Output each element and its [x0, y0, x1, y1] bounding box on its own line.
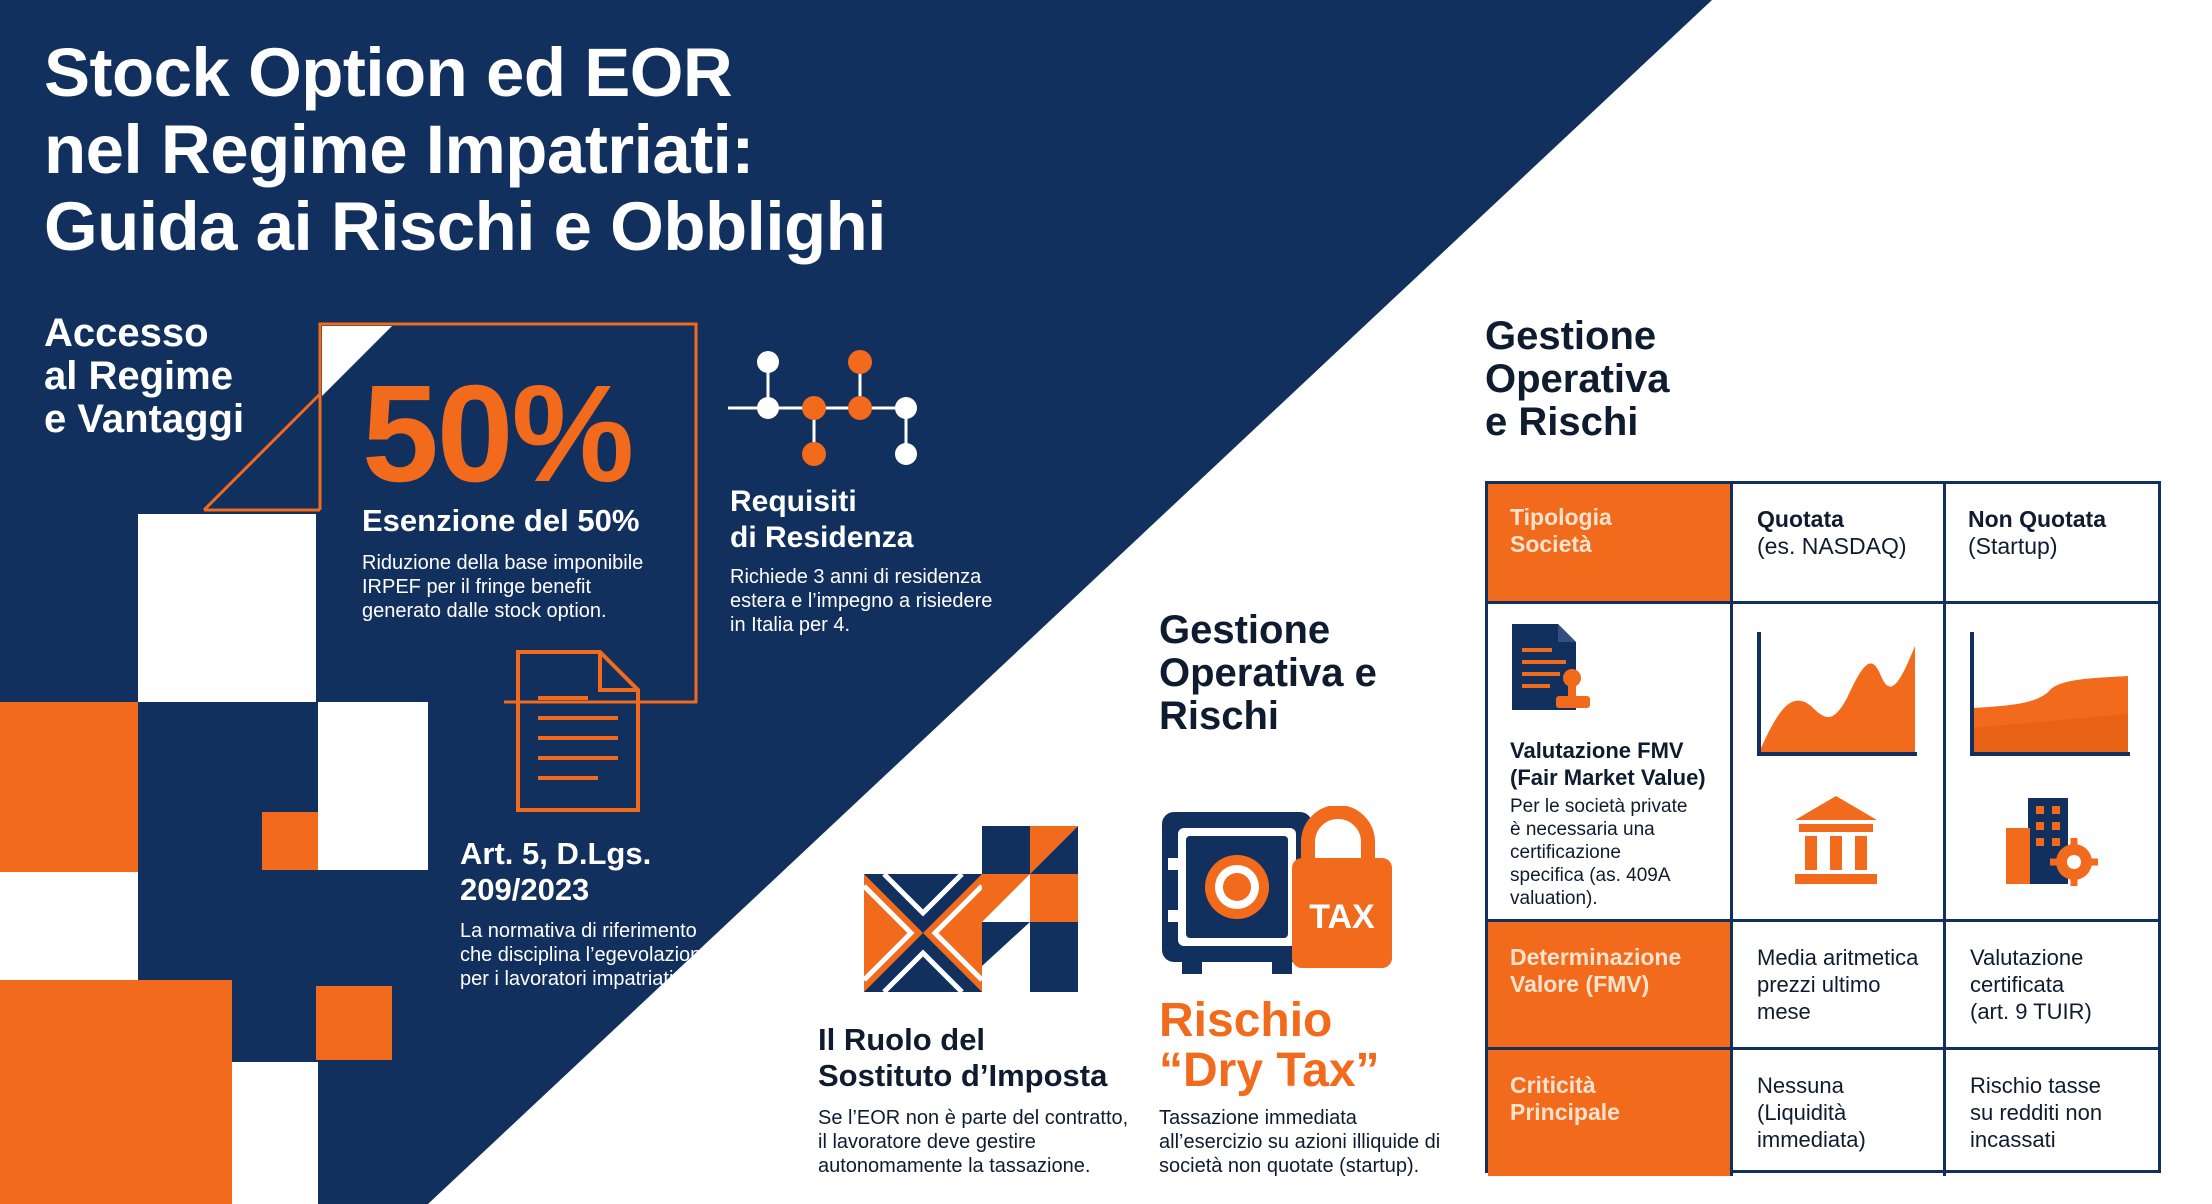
table-header-quoted: Quotata (es. NASDAQ) [1733, 484, 1946, 604]
substitute-title: Il Ruolo del Sostituto d’Imposta [818, 1022, 1108, 1093]
row-risk-header: Criticità Principale [1488, 1050, 1733, 1176]
section-heading-access: Accesso al Regime e Vantaggi [44, 311, 245, 441]
white-block [138, 514, 316, 702]
row-fmv-unquoted: Valutazione certificata (art. 9 TUIR) [1946, 922, 2158, 1050]
table-header-unquoted: Non Quotata (Startup) [1946, 484, 2158, 604]
row-fmv-header: Determinazione Valore (FMV) [1488, 922, 1733, 1050]
row-fmv-unquoted-text: Valutazione certificata (art. 9 TUIR) [1970, 945, 2092, 1024]
exemption-title: Esenzione del 50% [362, 503, 640, 538]
dry-tax-text: Tassazione immediata all’esercizio su az… [1159, 1107, 1441, 1177]
document-icon [516, 650, 640, 812]
exemption-text: Riduzione della base imponibile IRPEF pe… [362, 552, 644, 622]
law-title: Art. 5, D.Lgs. 209/2023 [460, 836, 652, 907]
fmv-title: Valutazione FMV (Fair Market Value) [1510, 738, 1706, 790]
residence-title: Requisiti di Residenza [730, 485, 914, 554]
row-fmv-quoted-text: Media aritmetica prezzi ultimo mese [1757, 945, 1919, 1024]
fmv-info-cell: Valutazione FMV (Fair Market Value) Per … [1488, 604, 1733, 922]
row-fmv-label: Determinazione Valore (FMV) [1510, 944, 1682, 997]
table-corner-label: Tipologia Società [1510, 504, 1612, 557]
row-fmv-quoted: Media aritmetica prezzi ultimo mese [1733, 922, 1946, 1050]
white-block [0, 872, 138, 980]
fmv-text: Per le società private è necessaria una … [1510, 796, 1688, 909]
table-corner-cell: Tipologia Società [1488, 484, 1733, 604]
dry-tax-title: Rischio “Dry Tax” [1159, 994, 1380, 1097]
col-unquoted-sub: (Startup) [1968, 533, 2058, 559]
white-block [318, 702, 428, 870]
startup-building-gear-icon [2006, 798, 2098, 886]
section-heading-risks: Gestione Operativa e Rischi [1485, 314, 1670, 444]
unquoted-visual-cell [1946, 604, 2158, 922]
orange-block [0, 980, 232, 1204]
white-corner [322, 326, 392, 396]
row-risk-quoted-text: Nessuna (Liquidità immediata) [1757, 1073, 1866, 1152]
exemption-percentage: 50% [362, 357, 634, 511]
row-risk-quoted: Nessuna (Liquidità immediata) [1733, 1050, 1946, 1176]
row-risk-label: Criticità Principale [1510, 1072, 1620, 1125]
certified-document-icon [1512, 624, 1590, 710]
page-title: Stock Option ed EOR nel Regime Impatriat… [44, 34, 886, 265]
quoted-visual-cell [1733, 604, 1946, 922]
orange-block [0, 702, 138, 872]
tax-badge-label: TAX [1309, 898, 1375, 936]
col-quoted-title: Quotata [1757, 506, 1844, 532]
section-heading-operations: Gestione Operativa e Rischi [1159, 608, 1377, 738]
highlight-frame [318, 322, 698, 704]
geometric-pattern-icon [864, 826, 1078, 992]
col-quoted-sub: (es. NASDAQ) [1757, 533, 1907, 559]
residence-network-icon [728, 350, 917, 466]
orange-block [262, 812, 318, 870]
safe-tax-lock-icon: TAX [1162, 806, 1392, 974]
orange-block [316, 986, 392, 1060]
flat-area-chart-icon [1970, 632, 2130, 756]
substitute-text: Se l’EOR non è parte del contratto, il l… [818, 1107, 1129, 1177]
white-block [232, 1062, 318, 1204]
row-risk-unquoted: Rischio tasse su redditi non incassati [1946, 1050, 2158, 1176]
comparison-table: Tipologia Società Quotata (es. NASDAQ) N… [1485, 481, 2161, 1176]
row-risk-unquoted-text: Rischio tasse su redditi non incassati [1970, 1073, 2103, 1152]
navy-diagonal-panel [0, 0, 1712, 1204]
col-unquoted-title: Non Quotata [1968, 506, 2106, 532]
residence-text: Richiede 3 anni di residenza estera e l’… [730, 566, 993, 636]
law-text: La normativa di riferimento che discipli… [460, 920, 713, 990]
stock-exchange-building-icon [1795, 796, 1877, 884]
volatile-area-chart-icon [1757, 632, 1917, 756]
